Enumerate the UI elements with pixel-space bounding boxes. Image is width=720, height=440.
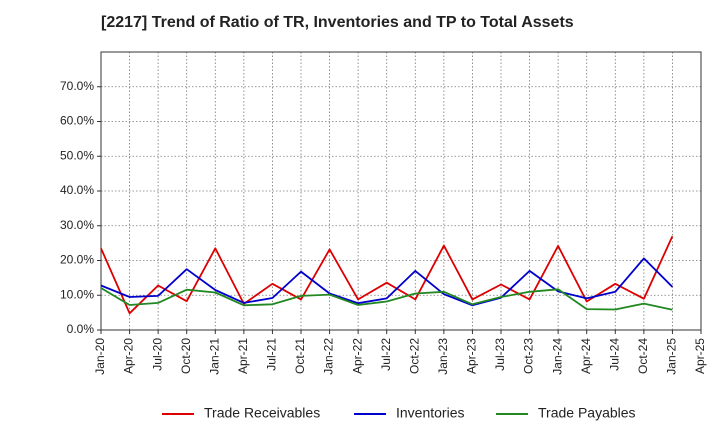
y-tick-label: 50.0% <box>60 148 94 162</box>
x-tick-label: Oct-22 <box>407 338 421 374</box>
x-tick-label: Jan-21 <box>207 338 221 375</box>
x-tick-label: Jan-25 <box>665 338 679 375</box>
x-tick-label: Jan-20 <box>93 338 107 375</box>
x-tick-label: Apr-20 <box>122 338 136 374</box>
legend-label-inventories: Inventories <box>396 405 464 421</box>
x-tick-label: Oct-23 <box>522 338 536 374</box>
legend-label-trade-receivables: Trade Receivables <box>204 405 320 421</box>
legend-label-trade-payables: Trade Payables <box>538 405 636 421</box>
series-line-trade-receivables <box>100 235 674 315</box>
x-tick-label: Jan-23 <box>436 338 450 375</box>
legend-layer: Trade Receivables Inventories Trade Payabl… <box>162 405 636 421</box>
chart-title: [2217] Trend of Ratio of TR, Inventories… <box>101 14 574 31</box>
grid-layer <box>101 52 701 330</box>
plot-frame <box>100 51 702 331</box>
y-tick-label: 30.0% <box>60 218 94 232</box>
x-tick-label: Jul-24 <box>607 338 621 371</box>
x-tick-label: Jul-22 <box>379 338 393 371</box>
y-tick-label: 10.0% <box>60 287 94 301</box>
x-tick-label: Apr-22 <box>350 338 364 374</box>
axis-layer: Jan-20 Apr-20 Jul-20 Oct-20 Jan-21 Apr-21 Jul-… <box>60 79 707 375</box>
x-tick-label: Jul-21 <box>265 338 279 371</box>
y-tick-label: 70.0% <box>60 79 94 93</box>
x-tick-label: Jan-24 <box>550 338 564 375</box>
y-tick-label: 0.0% <box>67 322 95 336</box>
x-tick-label: Oct-21 <box>293 338 307 374</box>
y-tick-label: 60.0% <box>60 114 94 128</box>
y-tick-label: 40.0% <box>60 183 94 197</box>
series-line-trade-payables <box>100 287 673 311</box>
x-tick-label: Oct-24 <box>636 338 650 374</box>
series-line-inventories <box>100 257 674 307</box>
x-tick-label: Jan-22 <box>322 338 336 375</box>
x-tick-label: Apr-24 <box>579 338 593 374</box>
x-tick-label: Oct-20 <box>179 338 193 374</box>
x-tick-label: Apr-23 <box>465 338 479 374</box>
series-layer <box>100 235 674 315</box>
x-tick-label: Jul-23 <box>493 338 507 371</box>
x-tick-label: Apr-21 <box>236 338 250 374</box>
x-tick-label: Jul-20 <box>150 338 164 371</box>
y-tick-label: 20.0% <box>60 253 94 267</box>
x-tick-label: Apr-25 <box>693 338 707 374</box>
